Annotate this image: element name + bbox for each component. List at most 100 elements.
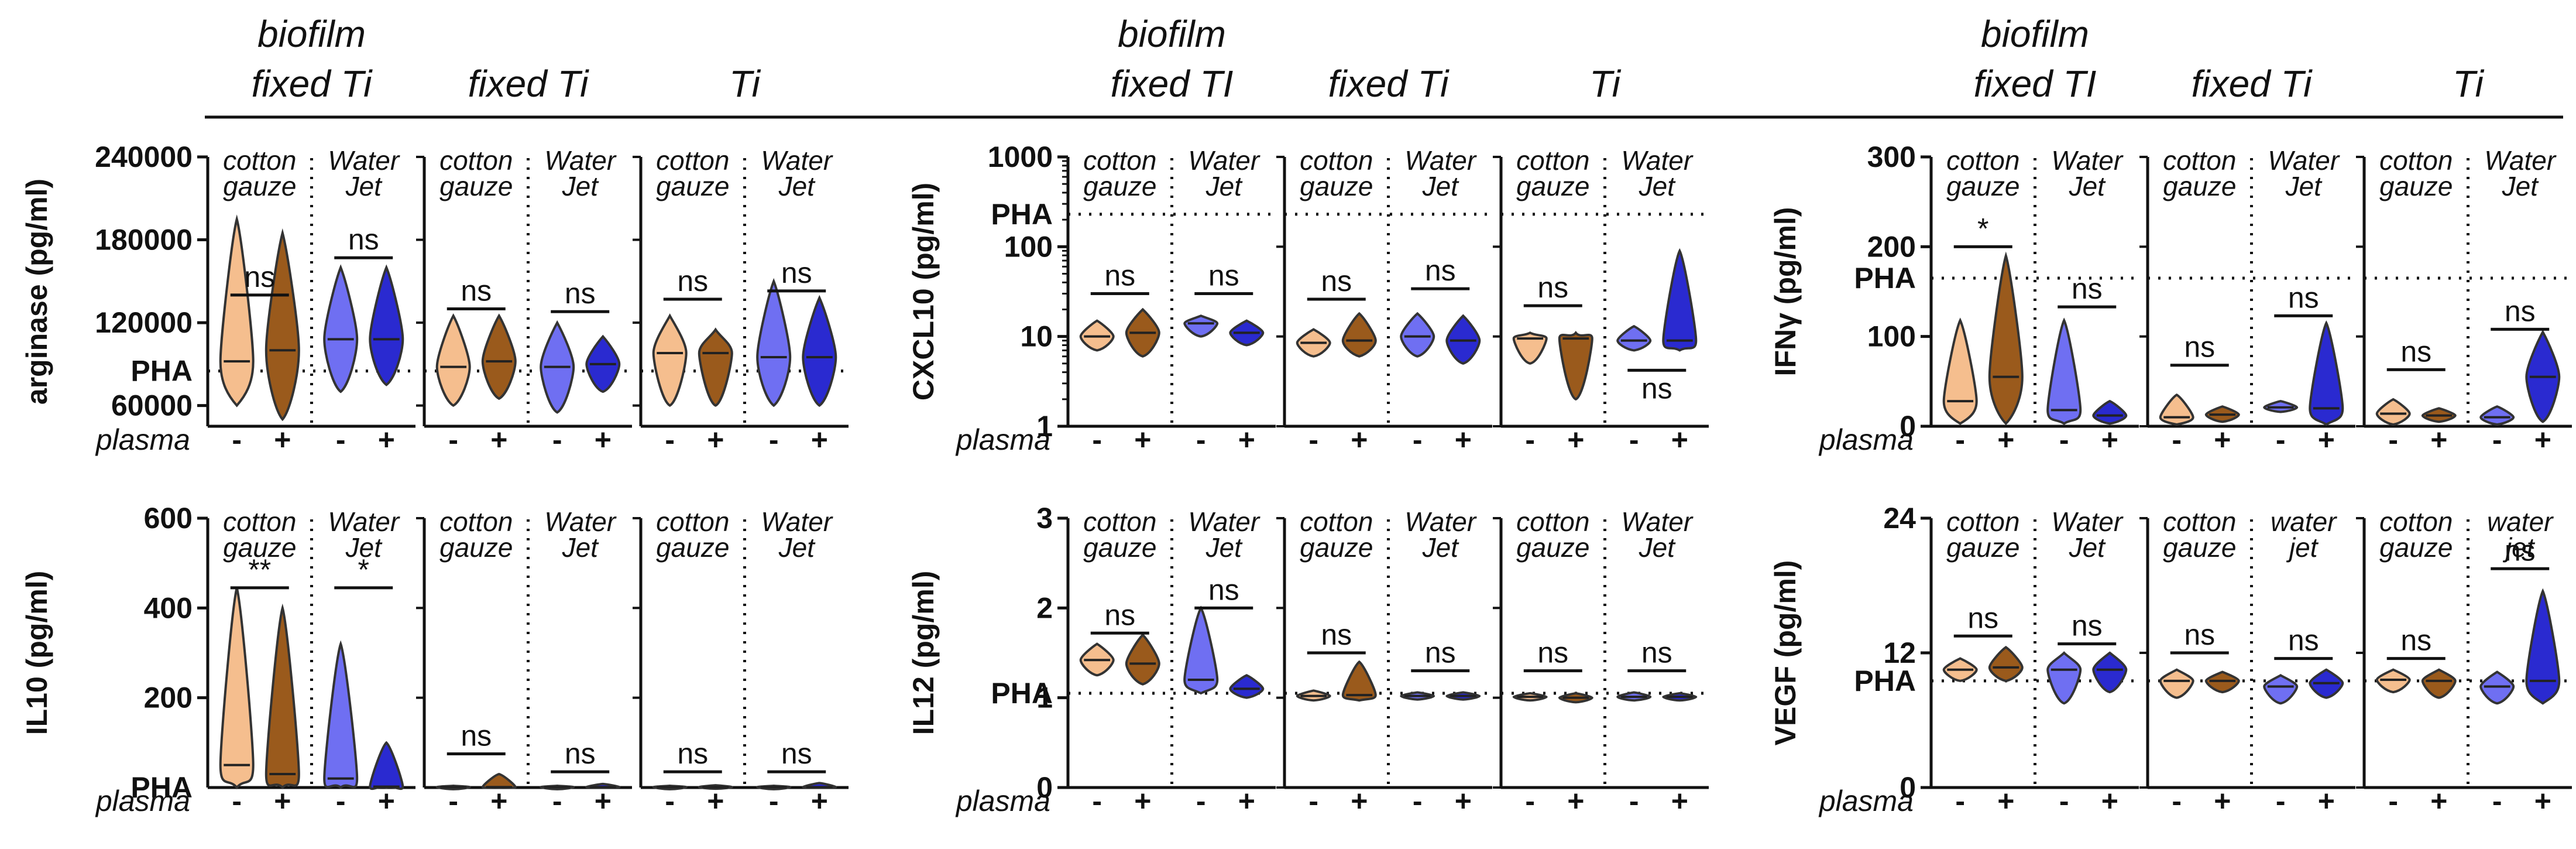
column-header: Water (2051, 145, 2124, 176)
column-header: Water (2051, 506, 2124, 537)
y-tick-label: 3 (1036, 502, 1053, 535)
y-axis-label: CXCL10 (pg/ml) (907, 183, 940, 400)
violin (435, 313, 471, 407)
plasma-label: plasma (955, 785, 1050, 817)
plasma-sign: + (2318, 423, 2335, 456)
plasma-sign: + (2214, 423, 2231, 456)
y-axis-label: IL12 (pg/ml) (907, 571, 940, 735)
plasma-sign: + (1455, 423, 1472, 456)
plasma-sign: - (2172, 423, 2182, 456)
column-header: Water (1621, 145, 1694, 176)
plasma-sign: + (2534, 785, 2551, 817)
column-header: cotton (223, 506, 296, 537)
plasma-sign: + (274, 785, 291, 817)
significance-label: ns (348, 223, 379, 256)
significance-label: ns (1208, 573, 1239, 606)
column-header: cotton (1083, 145, 1156, 176)
plasma-sign: + (707, 423, 724, 456)
violin (2046, 651, 2082, 705)
y-axis-label: IFNγ (pg/ml) (1769, 207, 1802, 376)
plasma-sign: - (336, 785, 346, 817)
column-header: Jet (1205, 532, 1244, 563)
plasma-sign: + (1671, 785, 1688, 817)
pha-label: PHA (991, 198, 1053, 231)
column-header: Jet (778, 171, 816, 201)
column-header: gauze (2163, 532, 2236, 563)
significance-label: ns (2288, 281, 2319, 314)
column-header: Water (328, 506, 400, 537)
plasma-sign: + (1997, 785, 2014, 817)
column-header: Jet (1639, 532, 1677, 563)
y-tick-label: 60000 (111, 389, 193, 422)
column-header: Water (2484, 145, 2557, 176)
violin (1183, 605, 1219, 695)
column-header: Jet (345, 532, 383, 563)
y-tick-label: 0 (1900, 410, 1916, 443)
column-header: cotton (1300, 506, 1373, 537)
significance-label: * (1977, 212, 1988, 245)
plasma-sign: + (2101, 423, 2118, 456)
significance-label: ns (2505, 295, 2536, 327)
column-header: cotton (1516, 506, 1589, 537)
y-tick-label: 180000 (95, 224, 193, 256)
violin (802, 295, 837, 408)
column-header: gauze (439, 532, 513, 563)
column-header: Jet (562, 171, 600, 201)
plasma-sign: - (1525, 423, 1535, 456)
column-header: gauze (2379, 532, 2453, 563)
plasma-sign: - (232, 785, 242, 817)
violin (1558, 330, 1593, 401)
violin (481, 313, 517, 400)
group-header-line: fixed Ti (468, 63, 590, 105)
column-header: Water (328, 145, 400, 176)
y-tick-label: 300 (1867, 141, 1916, 173)
y-tick-label: 100 (1867, 320, 1916, 353)
chart-1: CXCL10 (pg/ml)1000100101PHAcottongauzeWa… (907, 141, 1709, 456)
significance-label: ns (461, 720, 492, 752)
plasma-sign: - (448, 785, 458, 817)
significance-label: ns (1425, 636, 1456, 669)
plasma-sign: - (2492, 785, 2502, 817)
plasma-sign: - (2388, 423, 2398, 456)
group-header-line: fixed Ti (2192, 63, 2313, 105)
y-tick-label: 1 (1036, 682, 1053, 714)
plasma-sign: - (232, 423, 242, 456)
significance-label: ns (1641, 372, 1672, 405)
group-header-line: Ti (1589, 63, 1622, 105)
significance-label: ns (2072, 610, 2103, 642)
violin (652, 313, 688, 407)
plasma-sign: - (665, 785, 675, 817)
significance-label: ns (1321, 618, 1352, 651)
column-header: gauze (1083, 532, 1156, 563)
column-header: cotton (1946, 506, 2019, 537)
significance-label: ns (781, 256, 812, 289)
column-header: cotton (656, 506, 729, 537)
plasma-sign: + (2214, 785, 2231, 817)
significance-label: ns (677, 265, 708, 297)
y-axis-label: VEGF (pg/ml) (1769, 560, 1802, 746)
significance-label: ns (1537, 636, 1568, 669)
plasma-sign: + (2430, 785, 2447, 817)
column-header: Water (1404, 145, 1477, 176)
violin (2092, 651, 2128, 694)
plasma-sign: + (274, 423, 291, 456)
violin (1229, 674, 1265, 699)
column-header: gauze (656, 532, 729, 563)
column-header: Water (761, 506, 833, 537)
plasma-sign: + (1567, 785, 1584, 817)
plasma-sign: - (2276, 423, 2286, 456)
violin (2421, 668, 2457, 699)
y-tick-label: 12 (1883, 636, 1916, 669)
violin (2479, 405, 2515, 426)
significance-label: ns (2505, 534, 2536, 567)
violin (265, 603, 300, 789)
